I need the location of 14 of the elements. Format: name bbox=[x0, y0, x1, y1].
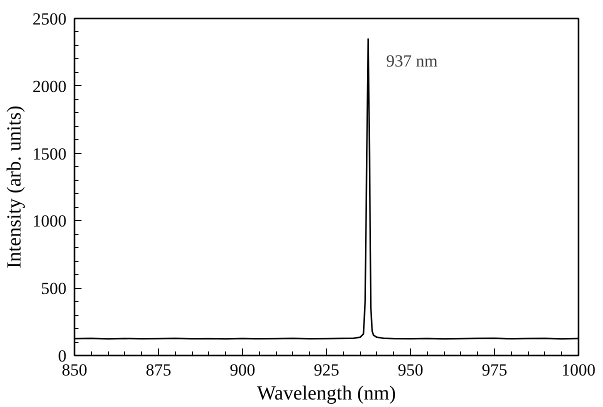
x-tick-label: 1000 bbox=[562, 360, 596, 380]
x-tick-label: 975 bbox=[482, 360, 508, 380]
x-tick-label: 900 bbox=[230, 360, 256, 380]
y-tick-label: 2000 bbox=[32, 76, 66, 96]
x-tick-label: 875 bbox=[146, 360, 172, 380]
y-axis-title: Intensity (arb. units) bbox=[4, 106, 26, 268]
x-tick-label: 950 bbox=[398, 360, 424, 380]
x-axis-title: Wavelength (nm) bbox=[257, 382, 396, 404]
y-tick-label: 1000 bbox=[32, 212, 66, 231]
annotation: 937 nm bbox=[386, 51, 438, 70]
y-tick-label: 500 bbox=[41, 279, 66, 298]
y-tick-label: 2500 bbox=[32, 10, 66, 28]
x-tick-label: 925 bbox=[314, 360, 340, 380]
y-tick-label: 1500 bbox=[32, 144, 66, 164]
